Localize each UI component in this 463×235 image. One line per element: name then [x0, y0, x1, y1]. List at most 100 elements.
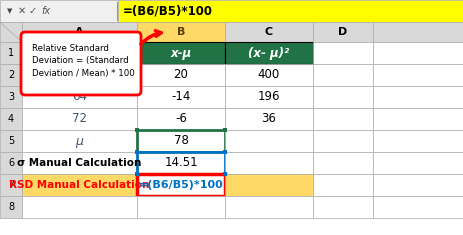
Bar: [137, 130, 225, 152]
Bar: [135, 150, 139, 154]
Bar: [223, 150, 226, 154]
Bar: [0, 196, 22, 218]
Text: 78: 78: [173, 134, 188, 148]
Text: x-μ: x-μ: [170, 47, 191, 59]
Bar: [22, 174, 137, 196]
Bar: [372, 108, 463, 130]
Text: B: B: [176, 27, 185, 37]
Bar: [372, 86, 463, 108]
Text: σ Manual Calculation: σ Manual Calculation: [17, 158, 141, 168]
Bar: [225, 196, 313, 218]
Bar: [225, 174, 313, 196]
FancyBboxPatch shape: [21, 32, 141, 95]
Bar: [22, 42, 137, 64]
Bar: [372, 64, 463, 86]
Bar: [372, 174, 463, 196]
Bar: [223, 128, 226, 132]
Bar: [225, 108, 313, 130]
Text: μ: μ: [75, 134, 83, 148]
Bar: [313, 152, 372, 174]
Bar: [135, 172, 139, 176]
Text: 5: 5: [8, 136, 14, 146]
Bar: [313, 108, 372, 130]
Bar: [372, 196, 463, 218]
Bar: [135, 150, 139, 154]
Bar: [118, 0, 463, 22]
Bar: [22, 22, 137, 42]
Text: -6: -6: [175, 113, 187, 125]
Bar: [223, 150, 226, 154]
Bar: [225, 42, 313, 64]
Bar: [313, 42, 372, 64]
Text: RSD Manual Calculation: RSD Manual Calculation: [9, 180, 150, 190]
Text: 7: 7: [8, 180, 14, 190]
Bar: [313, 130, 372, 152]
Text: 64: 64: [72, 90, 87, 103]
Text: 3: 3: [8, 92, 14, 102]
Text: C: C: [264, 27, 272, 37]
Text: D: D: [338, 27, 347, 37]
Bar: [0, 22, 22, 42]
Bar: [137, 152, 225, 174]
Text: 36: 36: [261, 113, 276, 125]
Bar: [313, 86, 372, 108]
Bar: [0, 152, 22, 174]
Text: 1: 1: [8, 48, 14, 58]
Bar: [0, 108, 22, 130]
Text: A: A: [75, 27, 84, 37]
Bar: [225, 130, 313, 152]
Text: -14: -14: [171, 90, 190, 103]
Text: ✓: ✓: [29, 6, 37, 16]
Bar: [372, 152, 463, 174]
Text: ▼: ▼: [7, 8, 13, 14]
Bar: [0, 64, 22, 86]
Bar: [137, 42, 225, 64]
Bar: [22, 130, 137, 152]
Text: 14.51: 14.51: [164, 157, 197, 169]
Bar: [313, 64, 372, 86]
Bar: [223, 172, 226, 176]
Text: 72: 72: [72, 113, 87, 125]
Bar: [372, 130, 463, 152]
Bar: [372, 22, 463, 42]
Bar: [225, 152, 313, 174]
Text: =(B6/B5)*100: =(B6/B5)*100: [123, 4, 213, 17]
Text: 400: 400: [257, 68, 280, 82]
Bar: [137, 86, 225, 108]
Bar: [22, 196, 137, 218]
Bar: [225, 22, 313, 42]
Bar: [225, 86, 313, 108]
Bar: [137, 108, 225, 130]
Bar: [0, 42, 22, 64]
Bar: [22, 152, 137, 174]
Bar: [225, 64, 313, 86]
Bar: [313, 196, 372, 218]
Text: 20: 20: [173, 68, 188, 82]
Bar: [137, 64, 225, 86]
Text: Relative Standard
Deviation = (Standard
Deviation / Mean) * 100: Relative Standard Deviation = (Standard …: [32, 44, 134, 78]
Bar: [137, 22, 225, 42]
Bar: [0, 86, 22, 108]
Text: ✕: ✕: [18, 6, 26, 16]
Bar: [22, 64, 137, 86]
Bar: [137, 196, 225, 218]
Text: 8: 8: [8, 202, 14, 212]
Bar: [372, 42, 463, 64]
Text: 2: 2: [8, 70, 14, 80]
Bar: [0, 130, 22, 152]
Bar: [135, 128, 139, 132]
Bar: [22, 108, 137, 130]
Bar: [313, 174, 372, 196]
Text: =(B6/B5)*100: =(B6/B5)*100: [138, 180, 223, 190]
Text: 4: 4: [8, 114, 14, 124]
Text: 6: 6: [8, 158, 14, 168]
Text: (x- μ)²: (x- μ)²: [248, 47, 289, 59]
Bar: [0, 0, 118, 22]
Bar: [313, 22, 372, 42]
Text: 196: 196: [257, 90, 280, 103]
Text: 98: 98: [72, 68, 87, 82]
Bar: [0, 174, 22, 196]
Text: fx: fx: [41, 6, 50, 16]
Bar: [137, 174, 225, 196]
Bar: [22, 86, 137, 108]
